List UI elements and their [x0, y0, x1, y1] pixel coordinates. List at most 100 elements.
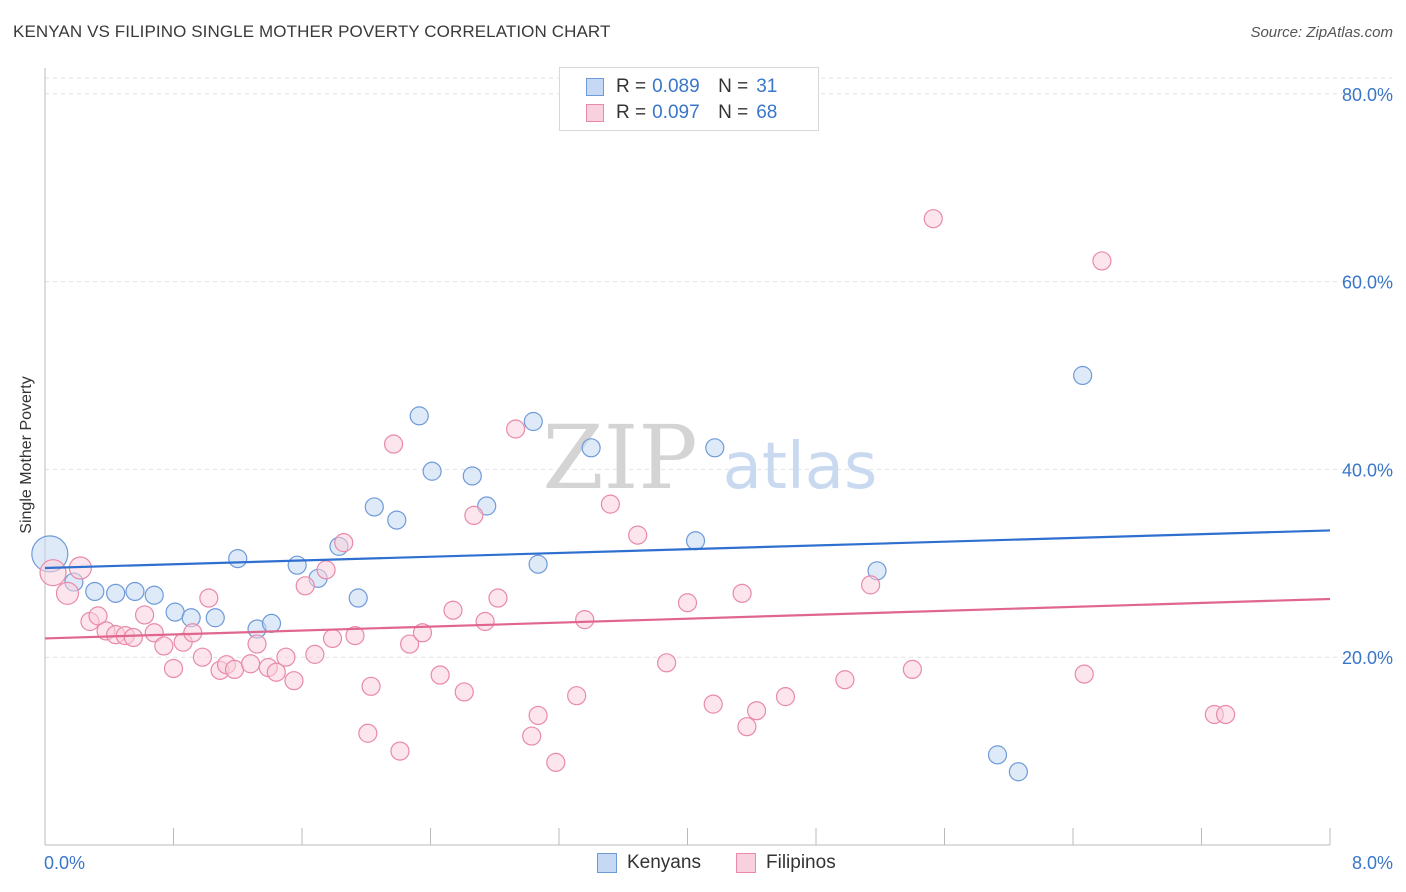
point-filipinos: [430, 665, 450, 685]
point-filipinos: [506, 419, 526, 439]
point-filipinos: [361, 676, 381, 696]
y-tick-label: 40.0%: [1342, 460, 1393, 480]
point-kenyans: [228, 548, 248, 569]
point-kenyans: [523, 411, 543, 432]
point-filipinos: [199, 588, 219, 608]
watermark-atlas: atlas: [723, 430, 878, 504]
point-filipinos: [861, 575, 881, 595]
point-filipinos: [657, 653, 677, 673]
point-filipinos: [488, 588, 508, 608]
point-filipinos: [902, 659, 922, 680]
bottom-legend-kenyans[interactable]: Kenyans: [597, 852, 701, 874]
point-kenyans: [125, 581, 145, 602]
point-filipinos: [443, 600, 463, 620]
point-filipinos: [163, 658, 184, 679]
point-filipinos: [241, 654, 261, 674]
point-filipinos: [412, 623, 433, 643]
point-kenyans: [106, 583, 126, 603]
point-kenyans: [685, 531, 706, 551]
bottom-legend-filipinos[interactable]: Filipinos: [736, 852, 836, 874]
point-filipinos: [154, 636, 174, 656]
point-kenyans: [987, 745, 1008, 765]
legend-r-value: 0.089: [652, 76, 700, 97]
point-filipinos: [224, 659, 245, 680]
legend-n-value: 68: [756, 102, 778, 123]
point-kenyans: [165, 602, 185, 622]
point-filipinos: [316, 560, 336, 580]
legend-row-filipinos: R = 0.097 N = 68: [586, 101, 777, 125]
point-kenyans: [409, 406, 429, 426]
point-filipinos: [345, 625, 365, 646]
data-points: [31, 209, 1236, 782]
point-filipinos: [628, 525, 648, 545]
legend-r-value: 0.097: [652, 102, 700, 123]
bottom-legend-swatch-filipinos: [736, 853, 756, 873]
point-filipinos: [144, 623, 164, 643]
y-tick-label: 80.0%: [1342, 85, 1393, 105]
point-kenyans: [205, 608, 225, 628]
point-kenyans: [287, 555, 307, 575]
point-filipinos: [192, 647, 213, 667]
point-kenyans: [144, 585, 164, 605]
y-tick-label: 60.0%: [1342, 273, 1393, 293]
point-filipinos: [123, 627, 143, 648]
point-filipinos: [334, 533, 354, 553]
point-kenyans: [705, 438, 725, 458]
point-filipinos: [475, 611, 495, 632]
point-filipinos: [923, 209, 943, 229]
point-filipinos: [732, 583, 752, 603]
legend-swatch-kenyans: [586, 78, 604, 96]
bottom-legend-label-filipinos: Filipinos: [766, 852, 836, 873]
point-filipinos: [390, 741, 410, 761]
legend-n-value: 31: [756, 76, 778, 97]
legend-n-label: N =: [718, 76, 749, 97]
point-kenyans: [581, 438, 601, 458]
x-tick-label: 0.0%: [44, 853, 85, 873]
point-filipinos: [284, 671, 304, 691]
point-filipinos: [305, 644, 325, 664]
watermark-zip: ZIP: [542, 406, 697, 509]
point-filipinos: [400, 634, 420, 654]
point-filipinos: [1215, 704, 1236, 725]
point-filipinos: [295, 576, 315, 596]
point-filipinos: [600, 494, 621, 514]
point-filipinos: [567, 686, 587, 706]
stats-legend: R = 0.089 N = 31 R = 0.097 N = 68: [559, 67, 819, 131]
point-kenyans: [85, 581, 105, 602]
point-kenyans: [261, 613, 282, 633]
point-filipinos: [835, 670, 855, 690]
point-kenyans: [387, 510, 407, 530]
bottom-legend-swatch-kenyans: [597, 853, 617, 873]
point-filipinos: [464, 505, 484, 526]
point-filipinos: [575, 610, 595, 630]
point-filipinos: [746, 701, 767, 721]
point-filipinos: [322, 628, 343, 649]
point-filipinos: [528, 705, 548, 726]
legend-row-kenyans: R = 0.089 N = 31: [586, 75, 777, 99]
trend-lines: [44, 529, 1331, 640]
point-kenyans: [348, 588, 368, 608]
point-kenyans: [477, 496, 497, 516]
point-kenyans: [1008, 762, 1028, 782]
trend-line-filipinos: [44, 597, 1331, 640]
point-kenyans: [364, 497, 384, 517]
legend-r-label: R =: [616, 102, 647, 123]
axes: [44, 68, 1331, 846]
point-filipinos: [703, 694, 723, 714]
legend-swatch-filipinos: [586, 104, 604, 122]
point-kenyans: [422, 461, 442, 481]
point-kenyans: [528, 554, 548, 574]
trend-line-kenyans: [44, 529, 1331, 570]
watermark: ZIP atlas: [542, 406, 877, 509]
bottom-legend-label-kenyans: Kenyans: [627, 852, 701, 873]
tick-labels: 20.0% 40.0% 60.0% 80.0% 0.0% 8.0%: [44, 85, 1393, 873]
point-filipinos: [383, 434, 404, 454]
point-filipinos: [454, 682, 474, 702]
point-filipinos: [1074, 664, 1094, 684]
y-tick-label: 20.0%: [1342, 648, 1393, 668]
chart-title: KENYAN VS FILIPINO SINGLE MOTHER POVERTY…: [13, 22, 611, 41]
point-kenyans: [1073, 365, 1093, 386]
source-label: Source: ZipAtlas.com: [1250, 24, 1393, 41]
point-filipinos: [88, 606, 108, 626]
